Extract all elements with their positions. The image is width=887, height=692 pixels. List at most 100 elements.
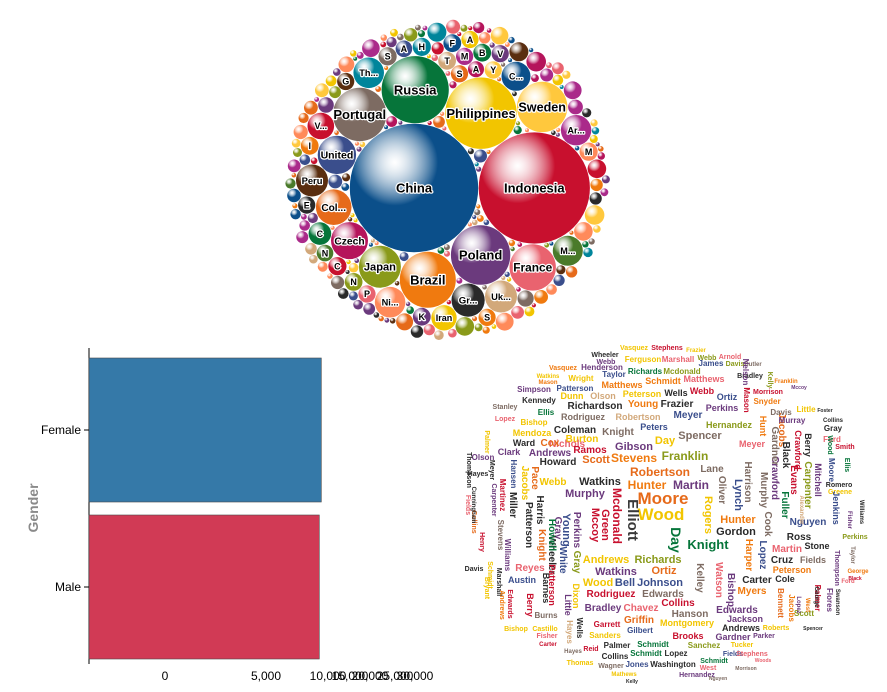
bubble-small[interactable] <box>415 24 421 31</box>
bubble-3[interactable] <box>381 56 449 124</box>
bubble-small[interactable] <box>508 239 516 247</box>
bubble-13[interactable] <box>296 164 328 197</box>
bubble-small[interactable] <box>293 124 308 140</box>
bubble-small[interactable] <box>486 150 491 154</box>
bubble-small[interactable] <box>299 220 311 231</box>
bubble-small[interactable] <box>457 32 462 37</box>
bubble-small[interactable] <box>442 126 447 131</box>
bubble-small[interactable] <box>440 111 445 116</box>
bubble-1[interactable] <box>478 132 590 244</box>
bubble-small[interactable] <box>468 26 473 31</box>
bubble-12[interactable] <box>315 189 352 225</box>
bubble-small[interactable] <box>333 68 341 76</box>
bubble-small[interactable] <box>508 36 515 44</box>
bubble-small[interactable] <box>287 188 301 203</box>
bubble-small[interactable] <box>398 120 403 125</box>
bubble-small[interactable] <box>350 213 355 218</box>
bubble-small[interactable] <box>456 277 463 284</box>
bubble-small[interactable] <box>474 209 481 216</box>
bubble-small[interactable] <box>445 71 451 76</box>
bubble-small[interactable] <box>546 62 552 69</box>
bubble-small[interactable] <box>568 99 583 115</box>
bubble-small[interactable] <box>552 74 564 86</box>
bubble-small[interactable] <box>389 318 396 324</box>
bubble-31[interactable] <box>468 61 484 78</box>
bubble-small[interactable] <box>426 54 431 59</box>
bubble-small[interactable] <box>479 32 491 44</box>
bubble-small[interactable] <box>406 306 415 315</box>
bar-female[interactable] <box>88 357 322 503</box>
bubble-small[interactable] <box>437 247 445 254</box>
bubble-small[interactable] <box>553 274 565 286</box>
bubble-small[interactable] <box>338 56 355 73</box>
bubble-small[interactable] <box>505 42 510 47</box>
bubble-small[interactable] <box>394 281 400 286</box>
bubble-small[interactable] <box>474 323 483 332</box>
bubble-small[interactable] <box>555 132 560 137</box>
bubble-small[interactable] <box>511 306 524 319</box>
bubble-6[interactable] <box>333 87 387 142</box>
bubble-small[interactable] <box>531 303 537 308</box>
bubble-small[interactable] <box>528 47 534 53</box>
bubble-small[interactable] <box>472 316 478 322</box>
bubble-small[interactable] <box>516 287 521 292</box>
bubble-small[interactable] <box>544 242 550 248</box>
bubble-small[interactable] <box>327 273 333 279</box>
bubble-small[interactable] <box>348 291 358 301</box>
bubble-small[interactable] <box>290 209 301 220</box>
bubble-small[interactable] <box>305 243 317 255</box>
bubble-26[interactable] <box>378 47 397 66</box>
bubble-22[interactable] <box>431 305 457 331</box>
bubble-small[interactable] <box>353 218 358 223</box>
bubble-27[interactable] <box>484 61 502 79</box>
bubble-small[interactable] <box>546 284 557 295</box>
bubble-small[interactable] <box>390 28 398 37</box>
bubble-small[interactable] <box>433 116 445 128</box>
bubble-45[interactable] <box>478 308 496 326</box>
bubble-small[interactable] <box>486 28 492 33</box>
bubble-small[interactable] <box>291 138 301 148</box>
bubble-0[interactable] <box>349 123 479 253</box>
bubble-small[interactable] <box>434 330 444 340</box>
bubble-small[interactable] <box>341 183 350 191</box>
bubble-39[interactable] <box>316 244 334 262</box>
bubble-11[interactable] <box>331 222 368 260</box>
bubble-small[interactable] <box>501 62 506 67</box>
bubble-small[interactable] <box>444 250 450 257</box>
bubble-small[interactable] <box>506 277 512 282</box>
bubble-small[interactable] <box>582 108 592 118</box>
bubble-5[interactable] <box>399 251 456 308</box>
bubble-14[interactable] <box>451 283 485 317</box>
bubble-small[interactable] <box>334 130 339 136</box>
bubble-small[interactable] <box>370 238 375 243</box>
bubble-small[interactable] <box>317 261 328 272</box>
bubble-30[interactable] <box>395 40 413 58</box>
bubble-4[interactable] <box>450 225 511 285</box>
bubble-small[interactable] <box>298 112 309 124</box>
bubble-small[interactable] <box>540 68 554 82</box>
bubble-small[interactable] <box>472 219 478 226</box>
bubble-small[interactable] <box>497 77 502 82</box>
bubble-small[interactable] <box>356 51 364 59</box>
bubble-16[interactable] <box>353 57 385 89</box>
bubble-small[interactable] <box>504 271 510 277</box>
bubble-35[interactable] <box>438 51 456 70</box>
bubble-small[interactable] <box>590 178 603 192</box>
bubble-small[interactable] <box>307 212 318 224</box>
bubble-small[interactable] <box>325 75 337 87</box>
bubble-8[interactable] <box>509 244 556 291</box>
bubble-small[interactable] <box>517 242 523 247</box>
bubble-small[interactable] <box>600 188 609 197</box>
bubble-small[interactable] <box>569 230 574 235</box>
bubble-43[interactable] <box>473 43 492 62</box>
bubble-small[interactable] <box>396 313 414 331</box>
bubble-small[interactable] <box>574 222 593 241</box>
bubble-17[interactable] <box>560 115 592 146</box>
bubble-small[interactable] <box>404 28 418 42</box>
bubble-small[interactable] <box>562 70 571 79</box>
bubble-21[interactable] <box>307 112 335 140</box>
bubble-small[interactable] <box>517 290 534 307</box>
bubble-small[interactable] <box>368 242 373 247</box>
bubble-small[interactable] <box>384 317 390 323</box>
bubble-small[interactable] <box>495 312 514 331</box>
